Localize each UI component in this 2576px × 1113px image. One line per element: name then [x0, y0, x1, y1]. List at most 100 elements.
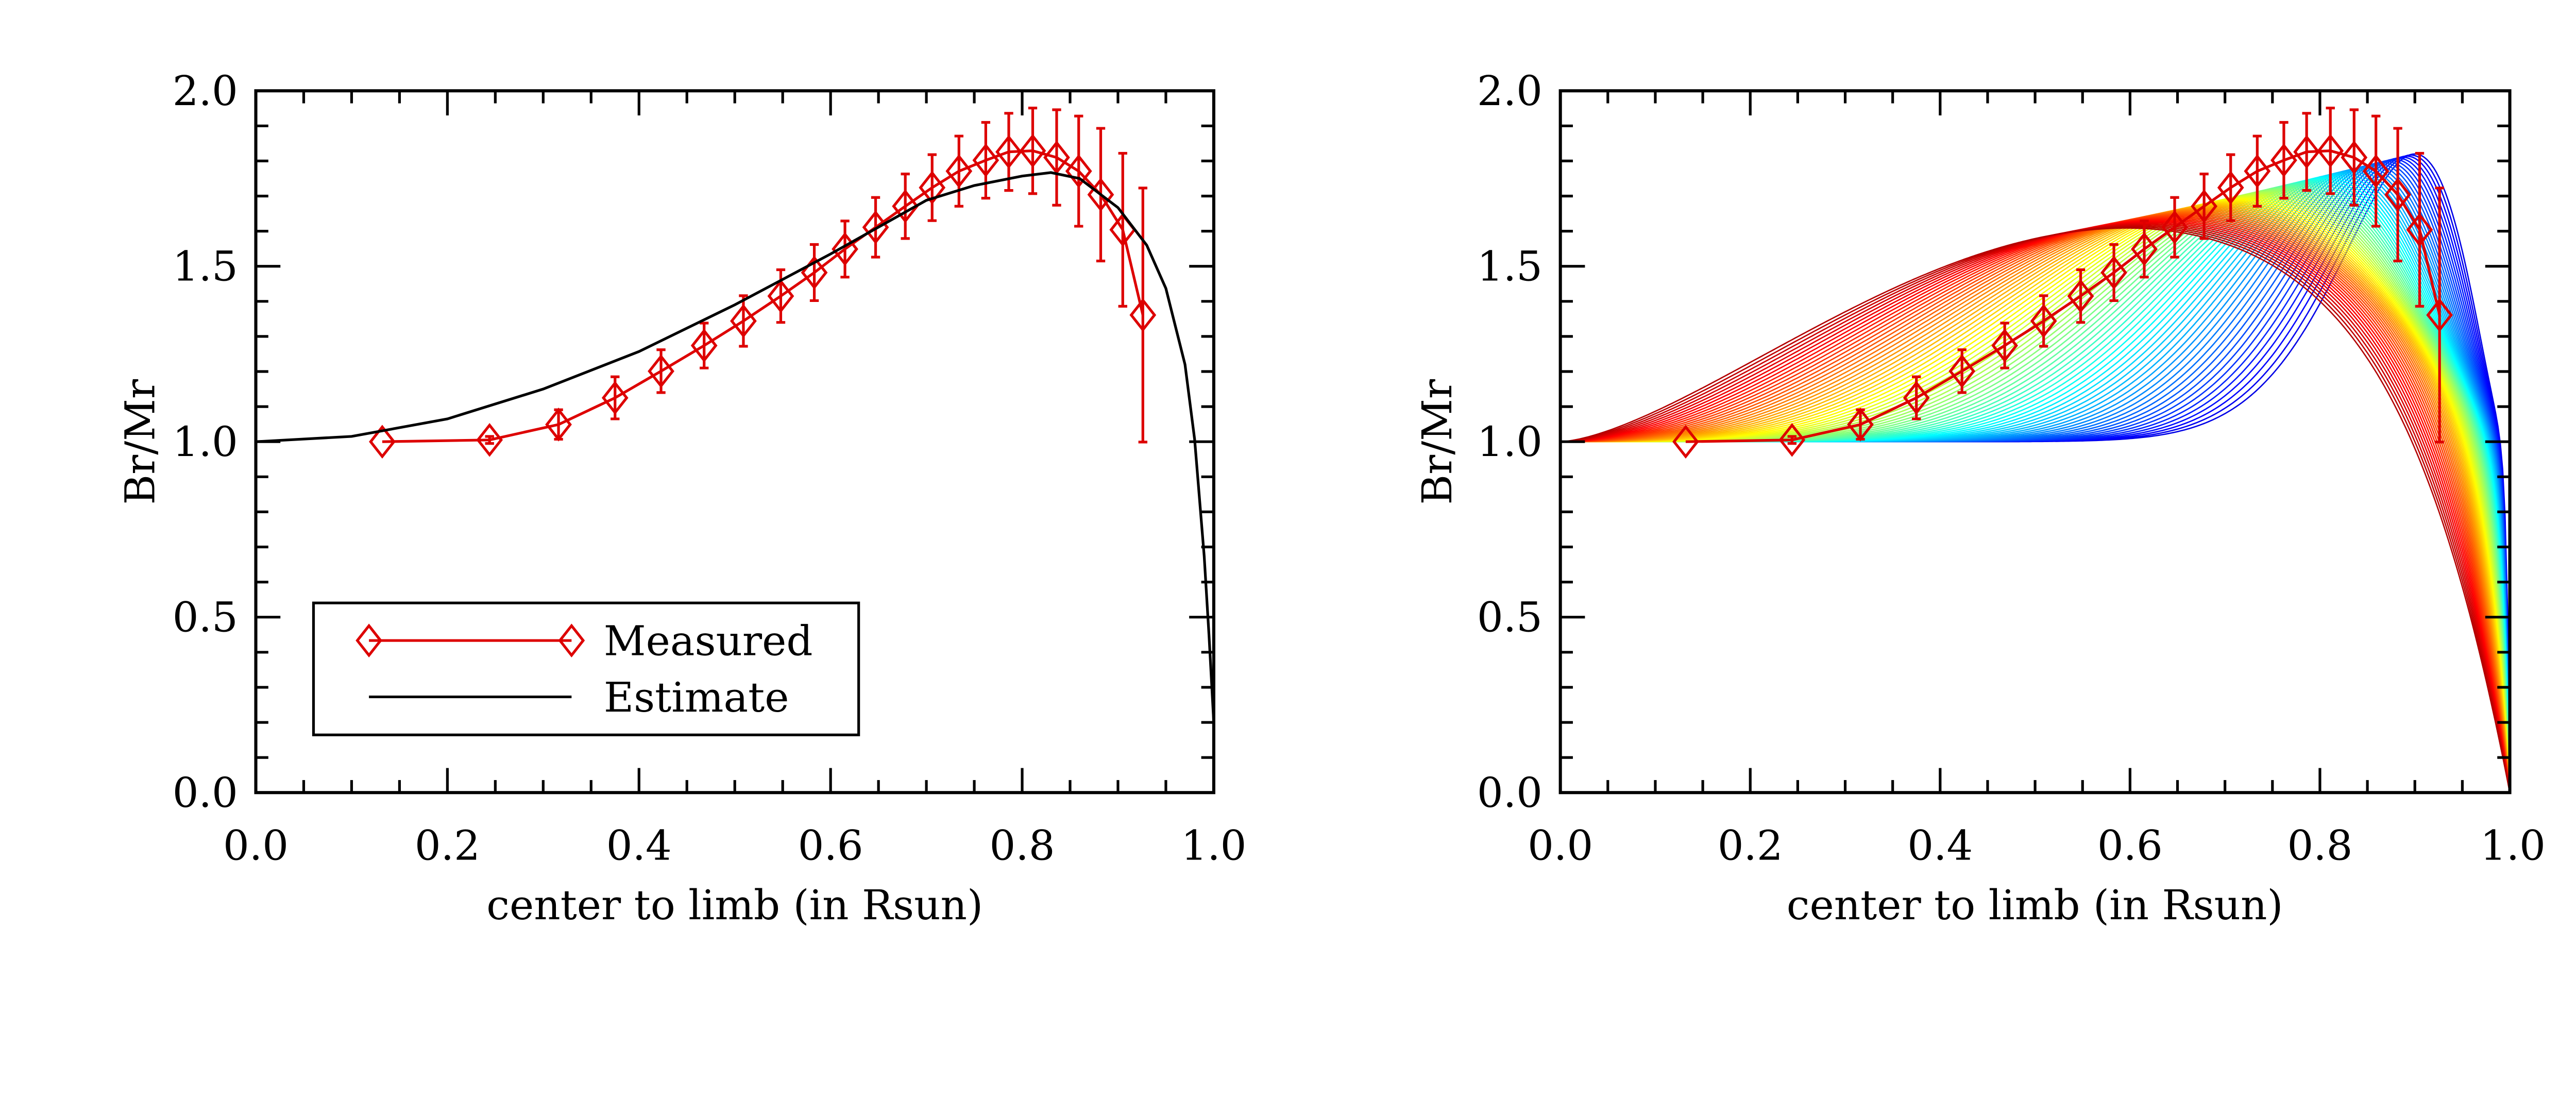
diamond-marker — [832, 232, 858, 266]
error-bar — [2371, 114, 2381, 228]
error-bar — [2279, 121, 2289, 200]
error-bar — [2252, 134, 2262, 208]
x-tick-label: 0.2 — [415, 821, 480, 869]
diamond-marker — [2293, 134, 2320, 169]
error-bar — [2199, 173, 2209, 240]
error-bar — [2415, 151, 2425, 308]
error-bar — [981, 121, 991, 200]
model-curve — [1560, 214, 2511, 793]
x-axis-label: center to limb (in Rsun) — [1787, 881, 2283, 929]
error-bar — [2226, 153, 2235, 222]
diamond-marker — [1043, 140, 1070, 175]
legend-diamond-marker — [355, 623, 383, 657]
model-curve — [1560, 222, 2511, 793]
diamond-marker — [369, 425, 396, 459]
y-tick-label: 1.0 — [1477, 418, 1543, 466]
x-tick-label: 0.6 — [2097, 821, 2163, 869]
model-curve — [1560, 187, 2511, 793]
y-tick-label: 1.5 — [1477, 242, 1543, 290]
diamond-marker — [892, 189, 919, 224]
measured-line — [382, 149, 1144, 443]
y-tick-label: 0.5 — [1477, 593, 1543, 641]
plot-area — [256, 106, 1215, 723]
x-tick-label: 0.6 — [798, 821, 863, 869]
error-bar — [927, 153, 937, 222]
model-curve — [1560, 179, 2511, 793]
diamond-marker — [690, 328, 718, 363]
diamond-marker — [1065, 154, 1092, 189]
diamond-marker — [995, 134, 1022, 169]
model-curve — [1560, 158, 2511, 793]
diamond-marker — [648, 354, 674, 389]
error-bar — [2076, 268, 2086, 324]
diamond-marker — [2030, 304, 2057, 338]
model-curve — [1560, 204, 2511, 793]
error-bar — [2393, 127, 2402, 263]
model-curve — [1560, 225, 2511, 793]
diamond-marker — [545, 407, 572, 442]
error-bar — [901, 173, 910, 240]
estimate-series — [256, 171, 1215, 723]
model-curve — [1560, 210, 2511, 793]
estimate-line — [256, 171, 1215, 723]
error-bar — [2302, 112, 2311, 192]
diamond-marker — [2341, 140, 2368, 175]
x-tick-label: 0.4 — [1907, 821, 1973, 869]
x-tick-label: 1.0 — [1181, 821, 1246, 869]
error-bar — [2140, 220, 2149, 279]
model-curve — [1560, 207, 2511, 793]
diamond-marker — [2270, 143, 2297, 177]
model-curves — [1560, 153, 2511, 793]
error-bar — [809, 243, 819, 302]
error-bar — [2326, 106, 2335, 195]
x-tick-label: 0.0 — [223, 821, 289, 869]
diamond-marker — [945, 154, 973, 189]
legend-diamond-marker — [558, 623, 585, 657]
plot-area — [1560, 106, 2511, 793]
left-panel: Br/Mr center to limb (in Rsun) Measured … — [116, 67, 1246, 929]
error-bar — [840, 220, 850, 279]
diamond-marker — [919, 171, 946, 205]
model-curve — [1560, 198, 2511, 793]
x-tick-label: 0.0 — [1528, 821, 1593, 869]
diamond-marker — [730, 304, 757, 338]
model-curve — [1560, 216, 2511, 793]
legend-box — [312, 601, 860, 736]
diamond-marker — [1778, 423, 1806, 457]
model-curve — [1560, 215, 2511, 793]
legend-label-measured: Measured — [604, 617, 813, 665]
model-curve — [1560, 202, 2511, 793]
right-panel: Br/Mr center to limb (in Rsun) 0.0 0.2 0.4… — [1413, 67, 2546, 929]
error-bar — [1074, 114, 1083, 228]
diamond-marker — [2317, 133, 2344, 168]
model-curve — [1560, 212, 2511, 793]
model-curve — [1560, 201, 2511, 793]
model-curve — [1560, 206, 2511, 793]
figure: Br/Mr center to limb (in Rsun) Measured … — [116, 67, 2546, 929]
diamond-marker — [1129, 298, 1157, 332]
diamond-marker — [972, 143, 999, 177]
error-bar — [1787, 435, 1797, 445]
y-axis-label: Br/Mr — [1413, 379, 1461, 505]
diamond-marker — [2426, 298, 2453, 332]
y-tick-label: 1.0 — [173, 418, 238, 466]
diamond-marker — [2100, 256, 2127, 290]
diamond-marker — [476, 423, 503, 457]
diamond-marker — [1991, 328, 2018, 363]
legend: Measured Estimate — [312, 601, 860, 736]
model-curve — [1560, 226, 2511, 793]
y-tick-label: 0.0 — [173, 769, 238, 817]
model-curve — [1560, 200, 2511, 793]
model-curve — [1560, 211, 2511, 793]
diamond-marker — [2131, 232, 2158, 266]
y-tick-label: 1.5 — [173, 242, 238, 290]
diamond-marker — [2191, 189, 2218, 224]
diamond-marker — [1847, 407, 1874, 442]
x-tick-label: 0.8 — [2287, 821, 2352, 869]
diamond-marker — [601, 381, 629, 415]
x-tick-label: 1.0 — [2480, 821, 2546, 869]
diamond-marker — [2244, 154, 2271, 189]
diamond-marker — [862, 210, 889, 244]
y-tick-label: 0.5 — [173, 593, 238, 641]
measured-series — [369, 106, 1157, 459]
